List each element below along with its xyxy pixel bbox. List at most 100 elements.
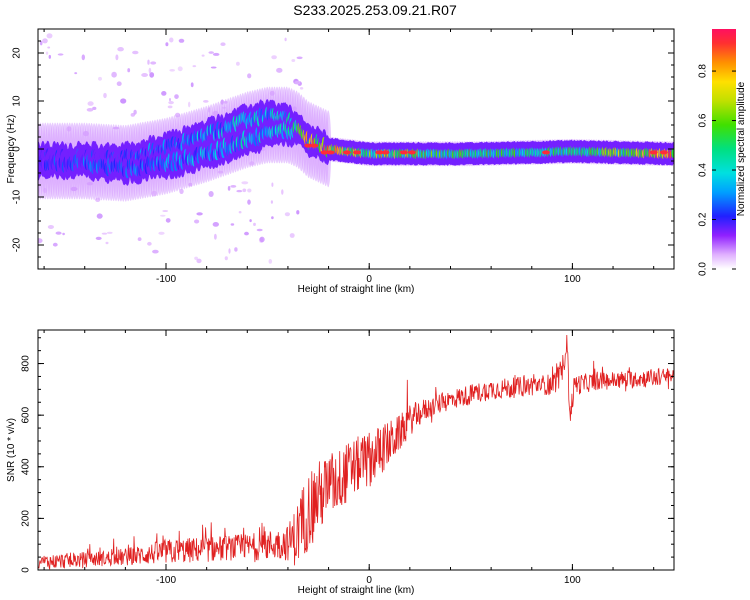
spectrogram-noise-blob: [47, 46, 51, 49]
colorbar-tick-label: 0.4: [698, 163, 709, 177]
spectrogram-noise-blob: [48, 54, 51, 59]
spectrogram-noise-blob: [212, 222, 219, 227]
spectrogram-noise-blob: [249, 219, 252, 223]
spectrogram-noise-blob: [271, 55, 277, 60]
snr-y-tick-label: 400: [21, 458, 32, 475]
spectrogram-noise-blob: [152, 249, 159, 254]
spectrogram-noise-blob: [238, 211, 242, 214]
spectrogram-noise-blob: [95, 236, 102, 240]
spectrogram-noise-blob: [81, 54, 86, 61]
snr-y-tick-label: 800: [21, 355, 32, 372]
spectrogram-noise-blob: [291, 59, 296, 62]
spectrogram-hotspot: [407, 150, 416, 155]
snr-frame: [37, 329, 675, 571]
spectrogram-noise-blob: [162, 210, 169, 212]
spectrogram-noise-blob: [247, 199, 251, 205]
spectrogram-noise-blob: [55, 231, 62, 235]
colorbar-label: Normalized spectral amplitude: [736, 81, 747, 216]
spectrogram-noise-blob: [241, 181, 249, 185]
colorbar-tick-label: 0.0: [698, 262, 709, 276]
spectrogram-noise-blob: [208, 51, 214, 54]
spectrogram-noise-blob: [230, 185, 237, 188]
spectrogram-noise-blob: [165, 42, 169, 47]
spectrogram-noise-blob: [74, 72, 78, 75]
spectrogram-hotspot: [353, 150, 361, 155]
spectrogram-x-tick-label: 100: [564, 274, 581, 285]
spectrogram-noise-blob: [38, 238, 43, 244]
snr-series-line: [38, 334, 674, 570]
spectrogram-noise-blob: [132, 50, 139, 55]
spectrogram-noise-blob: [220, 42, 226, 46]
spectrogram-noise-blob: [196, 258, 202, 264]
spectrogram-y-tick-label: 10: [12, 95, 23, 107]
spectrogram-noise-blob: [284, 212, 290, 217]
spectrogram-noise-blob: [236, 189, 243, 193]
colorbar-tick-label: 0.2: [698, 212, 709, 226]
spectrogram-noise-blob: [92, 106, 97, 110]
spectrogram-noise-blob: [115, 54, 119, 61]
spectrogram-noise-blob: [296, 210, 300, 215]
spectrogram-noise-blob: [42, 38, 48, 44]
spectrogram-noise-blob: [111, 71, 117, 78]
spectrogram-noise-blob: [87, 101, 94, 106]
spectrogram-noise-blob: [169, 69, 175, 72]
spectrogram-noise-blob: [247, 188, 252, 193]
spectrogram-noise-blob: [105, 241, 109, 245]
spectrogram-noise-blob: [179, 188, 184, 194]
spectrogram-hotspot: [649, 150, 658, 155]
spectrogram-hotspot: [659, 150, 668, 155]
spectrogram-y-tick-label: 0: [12, 146, 23, 152]
page-title: S233.2025.253.09.21.R07: [293, 2, 457, 18]
spectrogram-noise-blob: [141, 73, 149, 77]
spectrogram-noise-blob: [120, 98, 127, 104]
colorbar-tick-label: 0.6: [698, 113, 709, 127]
spectrogram-noise-blob: [169, 37, 174, 43]
spectrogram-noise-blob: [284, 37, 287, 42]
spectrogram-noise-blob: [194, 219, 200, 224]
spectrogram-noise-blob: [190, 82, 194, 88]
spectrogram-noise-blob: [158, 231, 165, 235]
spectrogram-noise-blob: [46, 33, 53, 39]
spectrogram-y-tick-label: 20: [12, 47, 23, 59]
spectrogram-noise-blob: [259, 236, 265, 243]
spectrogram-noise-blob: [201, 54, 205, 57]
spectrogram-noise-blob: [150, 61, 157, 65]
spectrogram-noise-blob: [174, 94, 179, 99]
colorbar-gradient: [712, 29, 736, 269]
spectrogram-noise-blob: [271, 216, 274, 220]
snr-x-axis-label: Height of straight line (km): [298, 585, 415, 596]
spectrogram-noise-blob: [167, 105, 173, 109]
spectrogram-noise-blob: [86, 108, 94, 112]
snr-x-tick-label: 0: [366, 575, 372, 586]
spectrogram-noise-blob: [294, 80, 301, 85]
spectrogram-noise-blob: [270, 200, 273, 204]
spectrogram-hotspot: [399, 150, 408, 155]
spectrogram-noise-blob: [230, 223, 235, 226]
spectrogram-noise-blob: [224, 256, 228, 261]
colorbar: 0.0 0.2 0.4 0.6 0.8 Normalized spectral ampl…: [698, 29, 747, 276]
spectrogram-noise-blob: [253, 222, 256, 226]
spectrogram-noise-blob: [188, 101, 191, 108]
spectrogram-noise-blob: [98, 76, 102, 81]
spectrogram-noise-blob: [160, 214, 166, 217]
spectrogram-noise-blob: [147, 59, 150, 65]
spectrogram-noise-blob: [210, 66, 217, 69]
spectrogram-noise-blob: [106, 231, 113, 234]
snr-panel: -100 0 100 0 200 400 600 800 Height of straight…: [6, 329, 675, 596]
spectrogram-noise-blob: [116, 81, 122, 86]
spectrogram-noise-blob: [208, 191, 214, 197]
spectrogram-hotspot: [320, 150, 329, 155]
spectrogram-hotspot: [310, 143, 319, 148]
spectrogram-hotspot: [326, 150, 335, 155]
spectrogram-noise-blob: [103, 92, 107, 99]
spectrogram-noise-blob: [57, 53, 64, 56]
spectrogram-noise-blob: [149, 72, 155, 78]
spectrogram-noise-blob: [228, 248, 231, 254]
spectrogram-noise-blob: [242, 188, 247, 193]
spectrogram-noise-blob: [227, 186, 231, 191]
spectrogram-noise-blob: [137, 237, 142, 242]
spectrogram-noise-blob: [236, 61, 240, 66]
spectrogram-noise-blob: [203, 100, 209, 103]
snr-x-tick-label: 100: [564, 575, 581, 586]
